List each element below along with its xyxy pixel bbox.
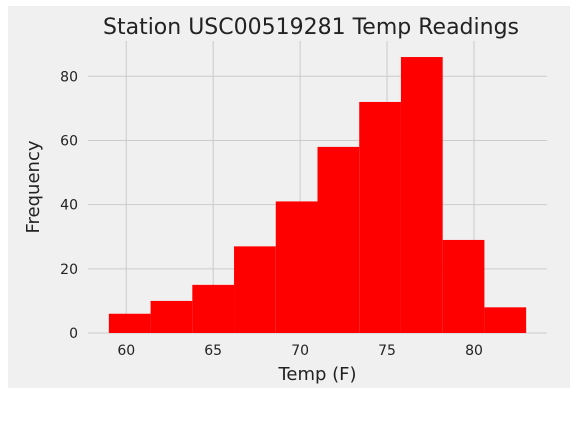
y-tick-label: 80 [60, 69, 78, 85]
histogram-bar [359, 101, 401, 333]
x-tick-label: 60 [117, 343, 135, 359]
x-tick-label: 80 [465, 343, 483, 359]
chart-title: Station USC00519281 Temp Readings [103, 15, 519, 40]
histogram-bar [484, 307, 527, 333]
histogram-bar [108, 313, 151, 333]
x-tick-label: 70 [291, 343, 309, 359]
histogram-bar [317, 146, 360, 333]
histogram-bar [192, 284, 235, 333]
y-tick-labels: 0 20 40 60 80 [60, 69, 78, 342]
histogram-bar [234, 246, 276, 333]
y-tick-label: 20 [60, 262, 78, 278]
histogram-chart: 60 65 70 75 80 0 20 40 60 80 Station USC00519281… [23, 15, 547, 385]
bars [108, 57, 527, 334]
y-tick-label: 40 [60, 198, 78, 214]
y-tick-label: 60 [60, 133, 78, 149]
y-axis-label: Frequency [23, 140, 44, 233]
x-tick-label: 75 [378, 343, 396, 359]
figure: 60 65 70 75 80 0 20 40 60 80 Station USC00519281… [8, 6, 570, 388]
x-tick-labels: 60 65 70 75 80 [117, 343, 483, 359]
histogram-bar [275, 201, 318, 333]
x-tick-label: 65 [204, 343, 222, 359]
histogram-bar [442, 239, 485, 333]
histogram-bar [150, 300, 193, 333]
y-tick-label: 0 [69, 326, 78, 342]
x-axis-label: Temp (F) [277, 364, 356, 385]
histogram-bar [400, 57, 443, 334]
